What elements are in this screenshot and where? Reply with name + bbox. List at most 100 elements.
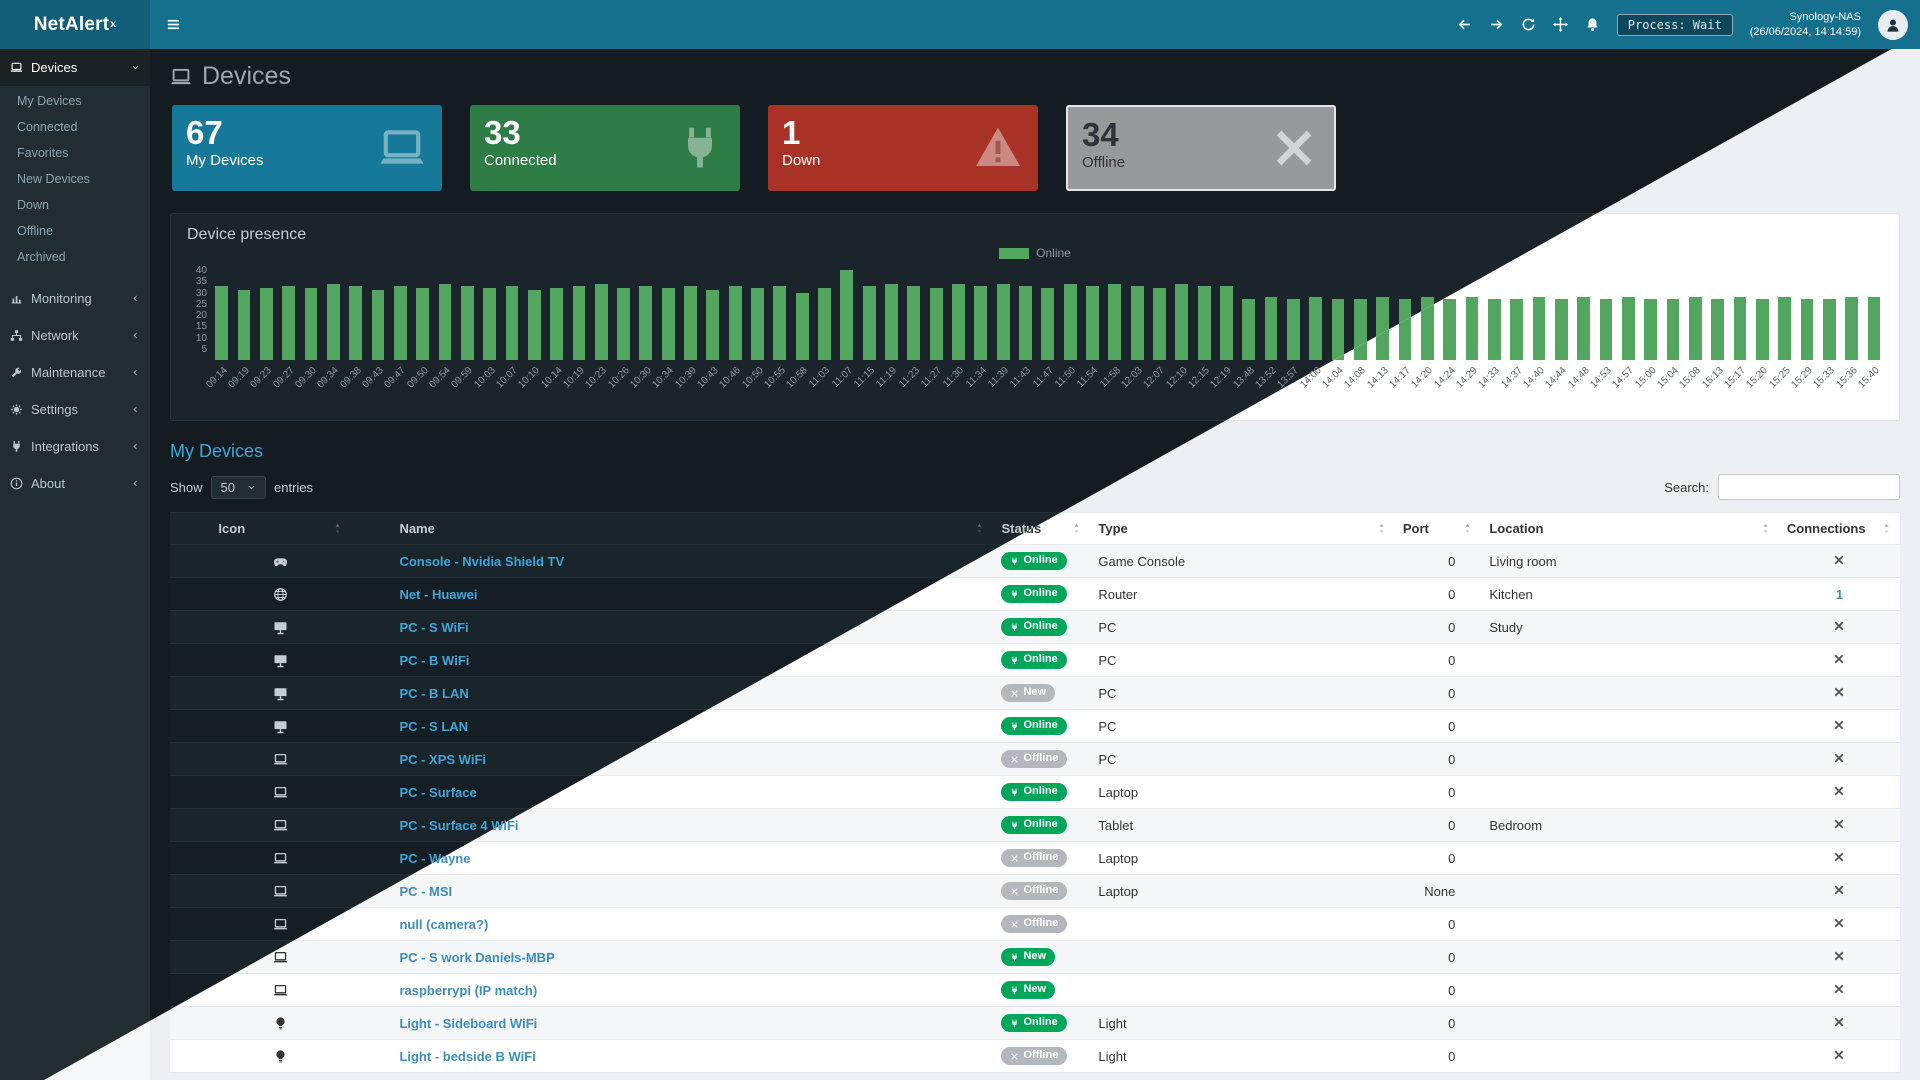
sidebar-item-settings[interactable]: Settings (0, 391, 150, 428)
chart-bar[interactable] (818, 288, 831, 360)
close-icon[interactable] (1833, 686, 1845, 698)
chart-bar[interactable] (1108, 283, 1122, 360)
close-icon[interactable] (1833, 884, 1845, 896)
column-header-type[interactable]: Type (1090, 512, 1395, 545)
chart-bar[interactable] (215, 285, 229, 360)
device-name-link[interactable]: PC - S WiFi (399, 619, 469, 635)
chart-bar[interactable] (1309, 297, 1323, 360)
chart-bar[interactable] (483, 288, 496, 360)
chart-bar[interactable] (1800, 299, 1814, 360)
close-icon[interactable] (1833, 1049, 1845, 1061)
chart-bar[interactable] (1220, 285, 1233, 360)
device-name-link[interactable]: PC - S LAN (399, 718, 469, 734)
column-header-location[interactable]: Location (1481, 512, 1779, 545)
close-icon[interactable] (1833, 1016, 1845, 1028)
chart-bar[interactable] (751, 288, 764, 360)
sidebar-item-monitoring[interactable]: Monitoring (0, 280, 150, 317)
chart-bar[interactable] (617, 288, 630, 360)
chart-bar[interactable] (1577, 297, 1591, 360)
close-icon[interactable] (1833, 719, 1845, 731)
table-row[interactable]: PC - S work Daniels-MBP New 0 (170, 940, 1900, 974)
chart-bar[interactable] (706, 290, 720, 360)
chart-bar[interactable] (282, 285, 296, 360)
chart-bar[interactable] (1086, 285, 1099, 360)
chart-bar[interactable] (1532, 297, 1546, 360)
chart-bar[interactable] (527, 290, 541, 360)
user-avatar[interactable] (1878, 9, 1908, 40)
connections-count-link[interactable]: 1 (1835, 586, 1844, 602)
device-name-link[interactable]: PC - S work Daniels-MBP (399, 949, 555, 965)
chart-bar[interactable] (728, 285, 742, 360)
column-header-icon[interactable]: Icon (170, 512, 392, 545)
chart-bar[interactable] (572, 285, 586, 360)
close-icon[interactable] (1833, 752, 1845, 764)
chart-bar[interactable] (1041, 288, 1055, 360)
device-name-link[interactable]: Light - bedside B WiFi (399, 1048, 536, 1064)
chart-bar[interactable] (974, 285, 988, 360)
device-name-link[interactable]: PC - B LAN (399, 685, 469, 701)
device-name-link[interactable]: PC - B WiFi (399, 652, 470, 668)
table-row[interactable]: raspberrypi (IP match) New 0 (170, 973, 1900, 1007)
chart-bar[interactable] (1287, 299, 1300, 360)
process-status-badge[interactable]: Process: Wait (1616, 13, 1733, 36)
chart-bar[interactable] (952, 283, 965, 360)
chart-bar[interactable] (505, 285, 519, 360)
close-icon[interactable] (1833, 653, 1845, 665)
column-header-name[interactable]: Name (391, 512, 994, 545)
entries-select[interactable]: 50 (210, 475, 266, 499)
device-name-link[interactable]: null (camera?) (399, 916, 489, 932)
close-icon[interactable] (1833, 851, 1845, 863)
column-header-port[interactable]: Port (1394, 512, 1482, 545)
chart-bar[interactable] (326, 283, 340, 360)
chart-bar[interactable] (1688, 297, 1702, 360)
device-name-link[interactable]: Console - Nvidia Shield TV (399, 553, 565, 569)
sidebar-subitem-offline[interactable]: Offline (17, 224, 53, 238)
sidebar-item-integrations[interactable]: Integrations (0, 428, 150, 465)
sidebar-toggle-button[interactable] (150, 0, 196, 49)
chart-bar[interactable] (1644, 299, 1658, 360)
sidebar-subitem-new-devices[interactable]: New Devices (17, 172, 90, 186)
chart-bar[interactable] (393, 285, 407, 360)
close-icon[interactable] (1833, 620, 1845, 632)
device-name-link[interactable]: PC - MSI (399, 883, 453, 899)
chart-bar[interactable] (1599, 299, 1613, 360)
device-name-link[interactable]: Light - Sideboard WiFi (399, 1015, 538, 1031)
chart-bar[interactable] (349, 285, 363, 360)
chart-bar[interactable] (594, 283, 608, 360)
close-icon[interactable] (1833, 950, 1845, 962)
chart-bar[interactable] (795, 292, 809, 360)
chart-bar[interactable] (885, 283, 898, 360)
chart-bar[interactable] (259, 288, 273, 360)
chart-bar[interactable] (1443, 299, 1457, 360)
chart-bar[interactable] (862, 285, 876, 360)
close-icon[interactable] (1833, 785, 1845, 797)
chart-bar[interactable] (1197, 285, 1211, 360)
close-icon[interactable] (1833, 818, 1845, 830)
nav-back-button[interactable] (1457, 17, 1472, 32)
close-icon[interactable] (1833, 983, 1845, 995)
chart-bar[interactable] (1420, 297, 1434, 360)
device-name-link[interactable]: raspberrypi (IP match) (399, 982, 538, 998)
chart-bar[interactable] (1487, 299, 1501, 360)
chart-bar[interactable] (1019, 285, 1032, 360)
sidebar-subitem-archived[interactable]: Archived (17, 250, 66, 264)
chart-bar[interactable] (1666, 299, 1680, 360)
chart-bar[interactable] (1778, 297, 1792, 360)
chart-bar[interactable] (907, 285, 921, 360)
chart-bar[interactable] (1733, 297, 1747, 360)
chart-bar[interactable] (929, 288, 943, 360)
chart-bar[interactable] (460, 285, 474, 360)
sidebar-item-network[interactable]: Network (0, 317, 150, 354)
close-icon[interactable] (1833, 554, 1845, 566)
sidebar-subitem-my-devices[interactable]: My Devices (17, 94, 82, 108)
device-name-link[interactable]: PC - XPS WiFi (399, 751, 486, 767)
chart-bar[interactable] (416, 288, 430, 360)
chart-bar[interactable] (550, 288, 563, 360)
sidebar-subitem-favorites[interactable]: Favorites (17, 146, 69, 160)
chart-bar[interactable] (840, 270, 854, 360)
